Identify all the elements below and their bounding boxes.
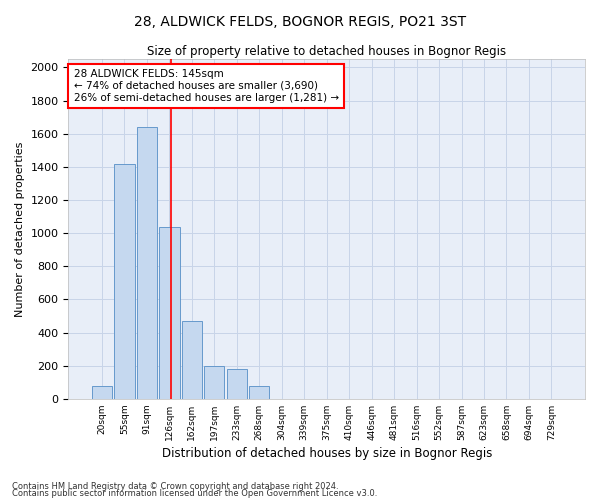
Bar (92, 386, 112, 399)
Text: Contains public sector information licensed under the Open Government Licence v3: Contains public sector information licen… (12, 490, 377, 498)
Bar (227, 369, 247, 399)
Y-axis label: Number of detached properties: Number of detached properties (15, 142, 25, 316)
Text: 28, ALDWICK FELDS, BOGNOR REGIS, PO21 3ST: 28, ALDWICK FELDS, BOGNOR REGIS, PO21 3S… (134, 15, 466, 29)
Text: 28 ALDWICK FELDS: 145sqm
← 74% of detached houses are smaller (3,690)
26% of sem: 28 ALDWICK FELDS: 145sqm ← 74% of detach… (74, 70, 338, 102)
X-axis label: Distribution of detached houses by size in Bognor Regis: Distribution of detached houses by size … (161, 447, 492, 460)
Bar (182, 321, 202, 399)
Bar (249, 386, 269, 399)
Text: Contains HM Land Registry data © Crown copyright and database right 2024.: Contains HM Land Registry data © Crown c… (12, 482, 338, 491)
Bar (159, 226, 179, 399)
Bar (115, 164, 134, 399)
Bar (204, 366, 224, 399)
Title: Size of property relative to detached houses in Bognor Regis: Size of property relative to detached ho… (147, 45, 506, 58)
Bar (137, 127, 157, 399)
